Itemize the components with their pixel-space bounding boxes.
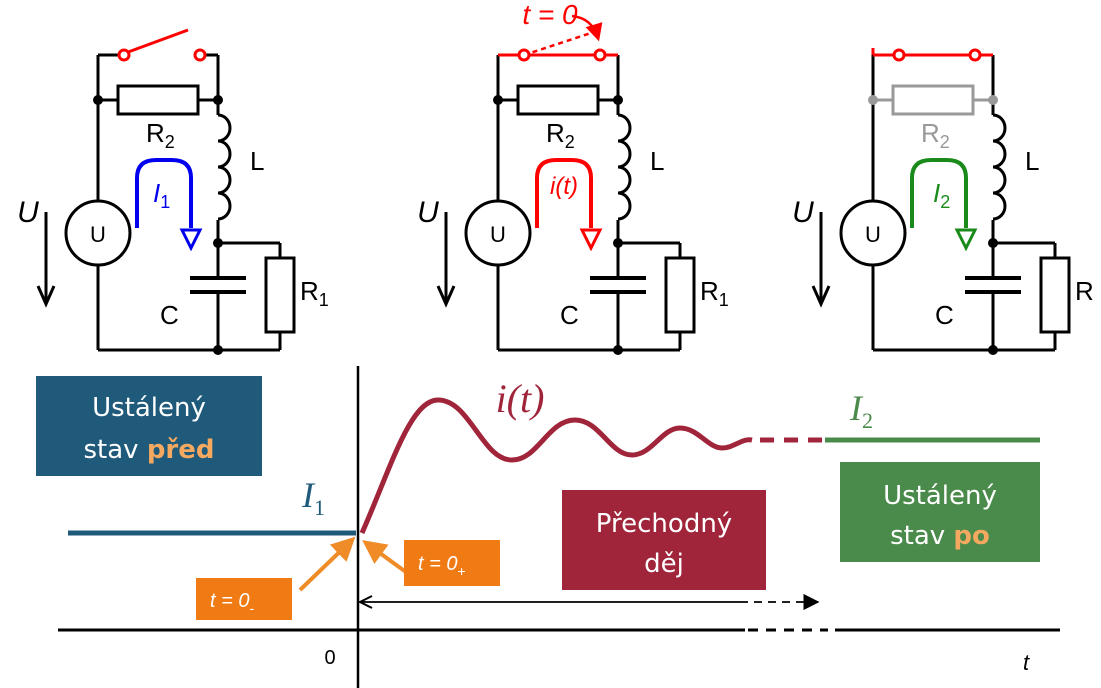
- r1-label: R: [1075, 276, 1094, 306]
- box-transient-line2: děj: [644, 549, 684, 579]
- box-transient: Přechodný děj: [562, 490, 766, 590]
- t-minus-sub: -: [249, 600, 254, 616]
- svg-text:t = 0+: t = 0+: [418, 553, 466, 579]
- svg-text:R2: R2: [546, 118, 575, 152]
- t-minus-tag: [196, 578, 292, 620]
- voltage-label: U: [792, 196, 814, 229]
- c-label: C: [560, 300, 579, 330]
- svg-text:R2: R2: [921, 118, 950, 152]
- switch-time-label: t = 0: [522, 0, 578, 30]
- r1-label: R: [300, 276, 319, 306]
- svg-text:R2: R2: [146, 118, 175, 152]
- r1-label: R: [700, 276, 719, 306]
- l-label: L: [1025, 146, 1039, 176]
- svg-text:R1: R1: [700, 276, 729, 310]
- current-before-label: I: [301, 475, 316, 515]
- current-sub: 2: [940, 192, 950, 212]
- switch-open-icon: [119, 28, 189, 57]
- duration-arrow-icon: [357, 595, 373, 609]
- svg-text:I2: I2: [849, 388, 873, 433]
- t-minus-pointer-icon: [298, 536, 356, 592]
- box-after-line2: stav: [890, 521, 953, 551]
- origin-label: 0: [324, 647, 335, 669]
- current-label: I: [933, 178, 940, 208]
- voltage-source-icon: [839, 199, 907, 267]
- current-after-label: I: [849, 388, 864, 428]
- r1-sub: 1: [719, 290, 729, 310]
- current-before-sub: 1: [314, 495, 325, 520]
- voltage-label: U: [417, 196, 439, 229]
- svg-text:stav po: stav po: [890, 521, 990, 551]
- current-label: I: [153, 178, 160, 208]
- current-arrow-icon: [535, 158, 593, 228]
- switch-closed-icon: [892, 48, 906, 62]
- source-label: U: [90, 222, 106, 247]
- box-transient-line1: Přechodný: [596, 509, 732, 539]
- box-before-line1: Ustálený: [92, 393, 206, 423]
- svg-text:I1: I1: [301, 475, 325, 520]
- voltage-source-icon: [464, 199, 532, 267]
- c-label: C: [935, 300, 954, 330]
- source-label: U: [490, 222, 506, 247]
- current-arrow-icon: [135, 158, 193, 228]
- time-graph: 0 t I1 i(t) I2 t = 0- t = 0+: [58, 366, 1060, 688]
- current-transient-label: i(t): [496, 376, 545, 421]
- box-steady-after: Ustálený stav po: [840, 462, 1040, 562]
- svg-text:stav před: stav před: [83, 435, 214, 465]
- t-plus-label: t = 0: [418, 553, 457, 575]
- current-arrow-icon: [910, 158, 968, 228]
- time-axis-label: t: [1023, 650, 1030, 675]
- current-label: i(t): [550, 173, 578, 200]
- circuit-before: U U R2 L C R1 I1: [17, 28, 329, 355]
- r2-shorted: [873, 84, 993, 116]
- t-plus-sub: +: [457, 563, 465, 579]
- current-sub: 1: [160, 192, 170, 212]
- r2-label: R: [921, 118, 940, 148]
- l-label: L: [650, 146, 664, 176]
- box-steady-before: Ustálený stav před: [36, 376, 262, 476]
- box-after-highlight: po: [953, 521, 989, 551]
- current-after-sub: 2: [862, 408, 873, 433]
- svg-text:R1: R1: [300, 276, 329, 310]
- box-before-highlight: před: [147, 435, 215, 465]
- circuit-switching: t = 0 U U R2 L C R1 i(t): [417, 0, 729, 355]
- r2-label: R: [546, 118, 565, 148]
- l-label: L: [250, 146, 264, 176]
- r2-label: R: [146, 118, 165, 148]
- t-minus-label: t = 0: [210, 590, 249, 612]
- svg-text:t = 0-: t = 0-: [210, 590, 254, 616]
- r2-sub: 2: [165, 132, 175, 152]
- t-plus-tag: [404, 540, 500, 586]
- circuit-after: U U R2 L C R I2: [792, 48, 1094, 355]
- r2-sub: 2: [565, 132, 575, 152]
- r1-sub: 1: [319, 290, 329, 310]
- switch-motion-arrow-icon: [571, 14, 603, 42]
- box-after-line1: Ustálený: [883, 481, 997, 511]
- box-before-line2: stav: [83, 435, 146, 465]
- voltage-source-icon: [64, 199, 132, 267]
- transient-curve: [359, 397, 753, 535]
- svg-text:I2: I2: [933, 178, 950, 212]
- t-plus-pointer-icon: [362, 540, 412, 577]
- voltage-label: U: [17, 196, 39, 229]
- svg-text:I1: I1: [153, 178, 170, 212]
- c-label: C: [160, 300, 179, 330]
- r2-sub: 2: [940, 132, 950, 152]
- source-label: U: [865, 222, 881, 247]
